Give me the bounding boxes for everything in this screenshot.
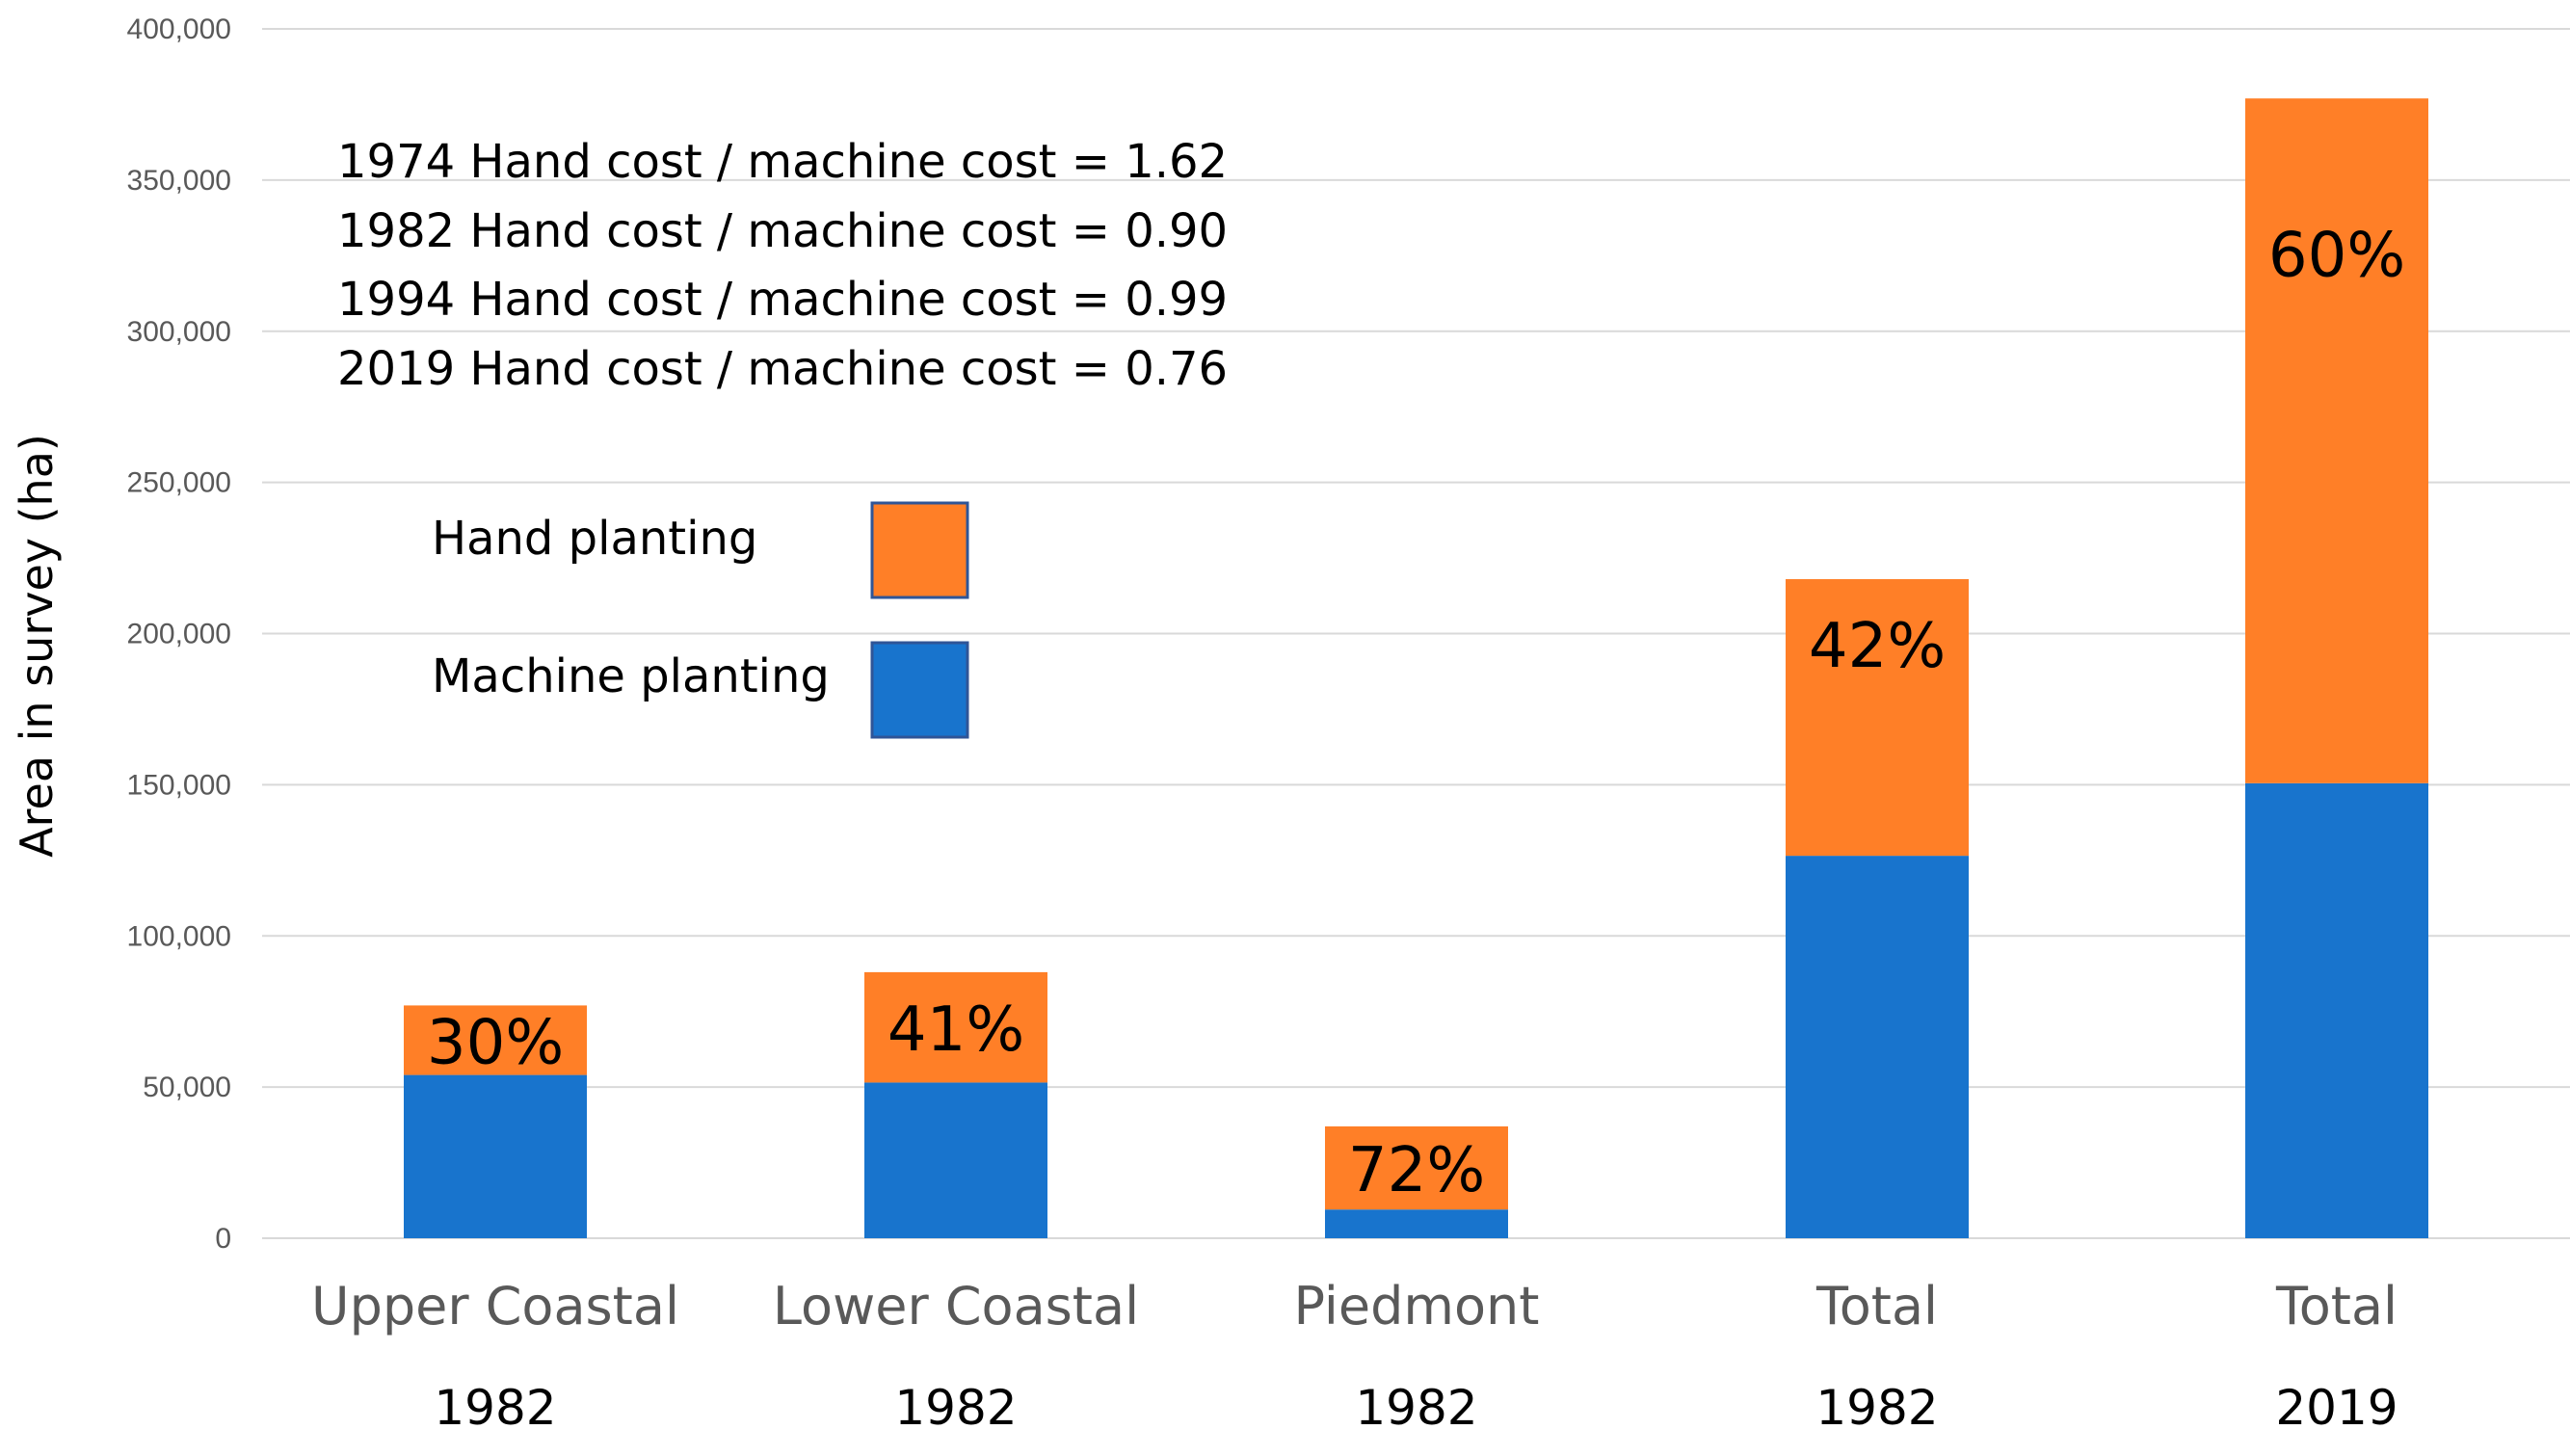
y-tick-label: 250,000 [127,467,231,499]
bar-hand-planting [1325,1125,1508,1210]
y-tick-label: 0 [215,1223,231,1255]
data-labels: 30% 41% 72% 42% 60% [427,221,2405,1207]
x-subcategory-label: 1982 [894,1380,1017,1436]
legend-label-machine: Machine planting [432,649,830,703]
bar-hand-planting [864,971,1047,1083]
bar-hand-planting [1786,579,1969,857]
x-category-label: Upper Coastal [311,1276,679,1337]
bar-hand-planting [2245,98,2428,783]
x-subcategory-label: 1982 [1815,1380,1938,1436]
data-label: 60% [2268,221,2405,292]
bar-hand-planting [404,1005,587,1075]
y-tick-label: 100,000 [127,920,231,952]
legend-label-hand: Hand planting [432,512,757,566]
gridlines [262,28,2570,1239]
annotation-line: 1982 Hand cost / machine cost = 0.90 [337,204,1228,258]
y-tick-label: 400,000 [127,13,231,45]
legend-swatch-machine [870,641,969,739]
data-label: 41% [888,994,1024,1066]
bars [404,98,2428,1238]
bar-machine-planting [404,1074,587,1238]
x-category-label: Piedmont [1294,1276,1540,1337]
data-label: 72% [1348,1135,1485,1206]
x-subcategory-label: 1982 [434,1380,556,1436]
annotation-line: 1974 Hand cost / machine cost = 1.62 [337,135,1228,189]
y-tick-label: 300,000 [127,316,231,348]
y-tick-label: 150,000 [127,769,231,801]
annotation-line: 1994 Hand cost / machine cost = 0.99 [337,273,1228,327]
y-tick-label: 50,000 [143,1072,231,1103]
x-category-label: Total [1815,1276,1938,1337]
data-label: 30% [427,1007,564,1078]
bar-machine-planting [1325,1209,1508,1238]
legend: Hand planting Machine planting [432,501,969,739]
annotation-line: 2019 Hand cost / machine cost = 0.76 [337,342,1228,396]
data-label: 42% [1809,611,1946,682]
bar-machine-planting [2245,782,2428,1238]
y-axis-ticks: 0 50,000 100,000 150,000 200,000 250,000 300,0… [127,13,231,1255]
x-subcategory-label: 2019 [2275,1380,2398,1436]
x-subcategory-label: 1982 [1355,1380,1477,1436]
x-category-label: Total [2275,1276,2398,1337]
x-axis-categories: Upper Coastal 1982 Lower Coastal 1982 Piedmo… [311,1276,2398,1436]
legend-swatch-hand [870,501,969,599]
bar-machine-planting [864,1082,1047,1238]
y-tick-label: 350,000 [127,165,231,197]
x-category-label: Lower Coastal [773,1276,1139,1337]
y-axis-title: Area in survey (ha) [11,434,63,858]
y-tick-label: 200,000 [127,619,231,650]
bar-machine-planting [1786,856,1969,1238]
annotation-block: 1974 Hand cost / machine cost = 1.62 198… [337,135,1228,396]
